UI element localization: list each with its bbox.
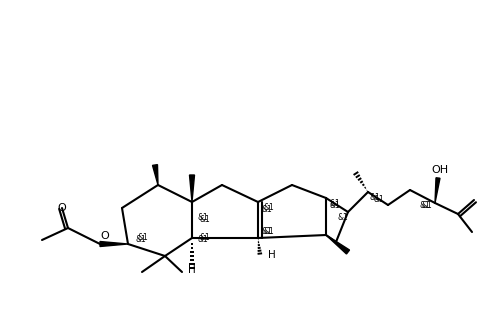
Text: &1: &1 [198, 236, 209, 245]
Text: &1: &1 [198, 214, 209, 223]
Text: H: H [188, 265, 196, 275]
Text: &1: &1 [330, 201, 341, 209]
Text: &1: &1 [338, 214, 349, 223]
Text: &1: &1 [330, 198, 341, 208]
Polygon shape [189, 175, 194, 202]
Text: H: H [268, 250, 276, 260]
Text: &1: &1 [370, 193, 381, 203]
Text: &1: &1 [137, 234, 148, 242]
Text: &1: &1 [262, 205, 273, 214]
Text: &1: &1 [200, 215, 211, 225]
Polygon shape [153, 165, 158, 185]
Text: &1: &1 [422, 202, 433, 210]
Polygon shape [435, 178, 440, 203]
Polygon shape [326, 235, 349, 254]
Text: &1: &1 [420, 202, 431, 210]
Text: &1: &1 [200, 234, 211, 242]
Text: &1: &1 [262, 228, 273, 236]
Text: O: O [101, 231, 109, 241]
Text: &1: &1 [264, 203, 275, 212]
Text: OH: OH [431, 165, 449, 175]
Text: &1: &1 [264, 228, 275, 236]
Text: O: O [58, 203, 66, 213]
Polygon shape [100, 241, 128, 246]
Text: &1: &1 [135, 236, 146, 245]
Text: &1: &1 [374, 196, 385, 204]
